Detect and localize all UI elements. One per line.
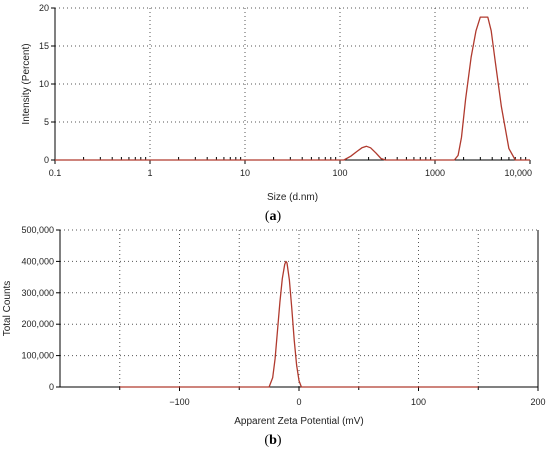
- x-tick-label: 100: [332, 168, 347, 178]
- caption-paren-close: ): [277, 433, 282, 448]
- y-tick-label: 0: [49, 382, 54, 392]
- x-tick-label: 0: [296, 397, 301, 407]
- y-tick-label: 300,000: [21, 288, 54, 298]
- x-tick-label: 10,000: [504, 168, 532, 178]
- chart-a-intensity-vs-size: 0 5 10 15 20 0.1 1 10 100 1000 10,000 Size (d.nm) In…: [21, 3, 532, 203]
- x-tick-label: 1: [147, 168, 152, 178]
- x-tick-label: 10: [240, 168, 250, 178]
- x-tick-label: 0.1: [49, 168, 62, 178]
- x-tick-label: 200: [530, 397, 545, 407]
- x-axis-label: Size (d.nm): [267, 192, 318, 203]
- y-tick-label: 0: [44, 155, 49, 165]
- caption-paren-close: ): [277, 209, 282, 224]
- caption-a: (a): [265, 209, 282, 224]
- x-axis-label: Apparent Zeta Potential (mV): [234, 416, 364, 427]
- chart-b-counts-vs-zeta: 0 100,000 200,000 300,000 400,000 500,000 −100…: [2, 225, 546, 427]
- y-axis-label: Intensity (Percent): [21, 43, 32, 124]
- caption-paren-open: (: [265, 209, 270, 224]
- y-tick-label: 500,000: [21, 225, 54, 235]
- series-line: [119, 260, 479, 388]
- y-tick-label: 10: [39, 79, 49, 89]
- y-axis-label: Total Counts: [2, 281, 13, 337]
- y-tick-label: 200,000: [21, 319, 54, 329]
- caption-letter: b: [269, 433, 277, 448]
- y-tick-label: 400,000: [21, 256, 54, 266]
- y-tick-label: 20: [39, 3, 49, 13]
- y-tick-label: 15: [39, 41, 49, 51]
- caption-paren-open: (: [264, 433, 269, 448]
- y-tick-label: 5: [44, 117, 49, 127]
- y-tick-label: 100,000: [21, 351, 54, 361]
- x-tick-label: −100: [169, 397, 189, 407]
- caption-b: (b): [264, 433, 281, 448]
- x-tick-label: 100: [411, 397, 426, 407]
- series-line: [55, 16, 530, 161]
- x-tick-label: 1000: [425, 168, 445, 178]
- caption-letter: a: [270, 209, 277, 224]
